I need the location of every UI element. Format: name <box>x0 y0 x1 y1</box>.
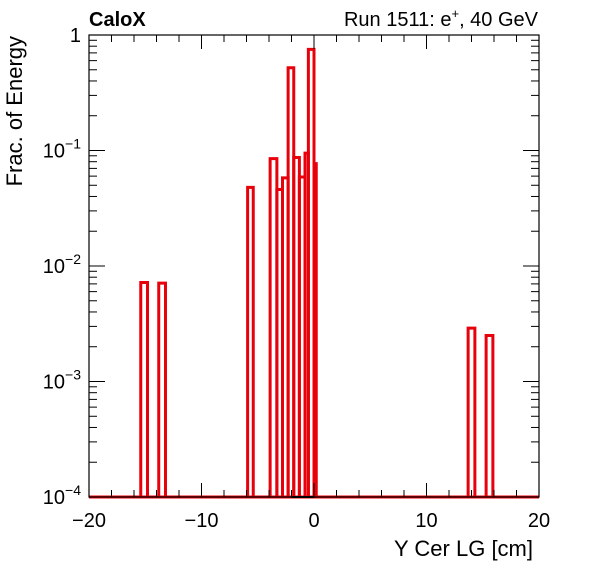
histogram-bin <box>246 185 255 497</box>
x-tick-label: 10 <box>415 510 437 532</box>
x-tick-label: 0 <box>308 510 319 532</box>
chart-left-title: CaloX <box>89 9 146 31</box>
y-tick-base: 10 <box>43 487 65 509</box>
x-tick-label: −20 <box>72 510 106 532</box>
x-tick-label: −10 <box>185 510 219 532</box>
x-tick-label: 20 <box>528 510 550 532</box>
histogram-bin <box>484 334 495 497</box>
y-tick-exponent: −3 <box>65 367 81 383</box>
y-tick-base: 1 <box>70 25 81 47</box>
y-tick-label: 1 <box>70 25 81 47</box>
y-tick-label: 10−3 <box>43 367 81 394</box>
right-title-sup: + <box>451 6 459 21</box>
histogram-bin <box>157 281 167 497</box>
plot-frame <box>88 34 540 498</box>
histogram-bin <box>312 162 318 497</box>
chart-right-title: Run 1511: e+, 40 GeV <box>344 6 539 31</box>
y-tick-exponent: −2 <box>65 251 81 267</box>
plot-layer <box>89 47 539 499</box>
y-tick-exponent: −1 <box>65 136 81 152</box>
y-tick-label: 10−1 <box>43 136 81 163</box>
histogram-bin <box>466 326 477 497</box>
y-tick-base: 10 <box>43 141 65 163</box>
y-tick-base: 10 <box>43 256 65 278</box>
right-title-suffix: , 40 GeV <box>459 9 539 31</box>
y-tick-label: 10−4 <box>43 482 81 509</box>
y-tick-base: 10 <box>43 372 65 394</box>
y-tick-label: 10−2 <box>43 251 81 278</box>
y-tick-exponent: −4 <box>65 482 81 498</box>
histogram-bin <box>139 280 149 497</box>
y-axis-title: Frac. of Energy <box>2 36 27 186</box>
right-title-main: Run 1511: e <box>344 9 452 31</box>
x-axis-title: Y Cer LG [cm] <box>394 536 533 561</box>
